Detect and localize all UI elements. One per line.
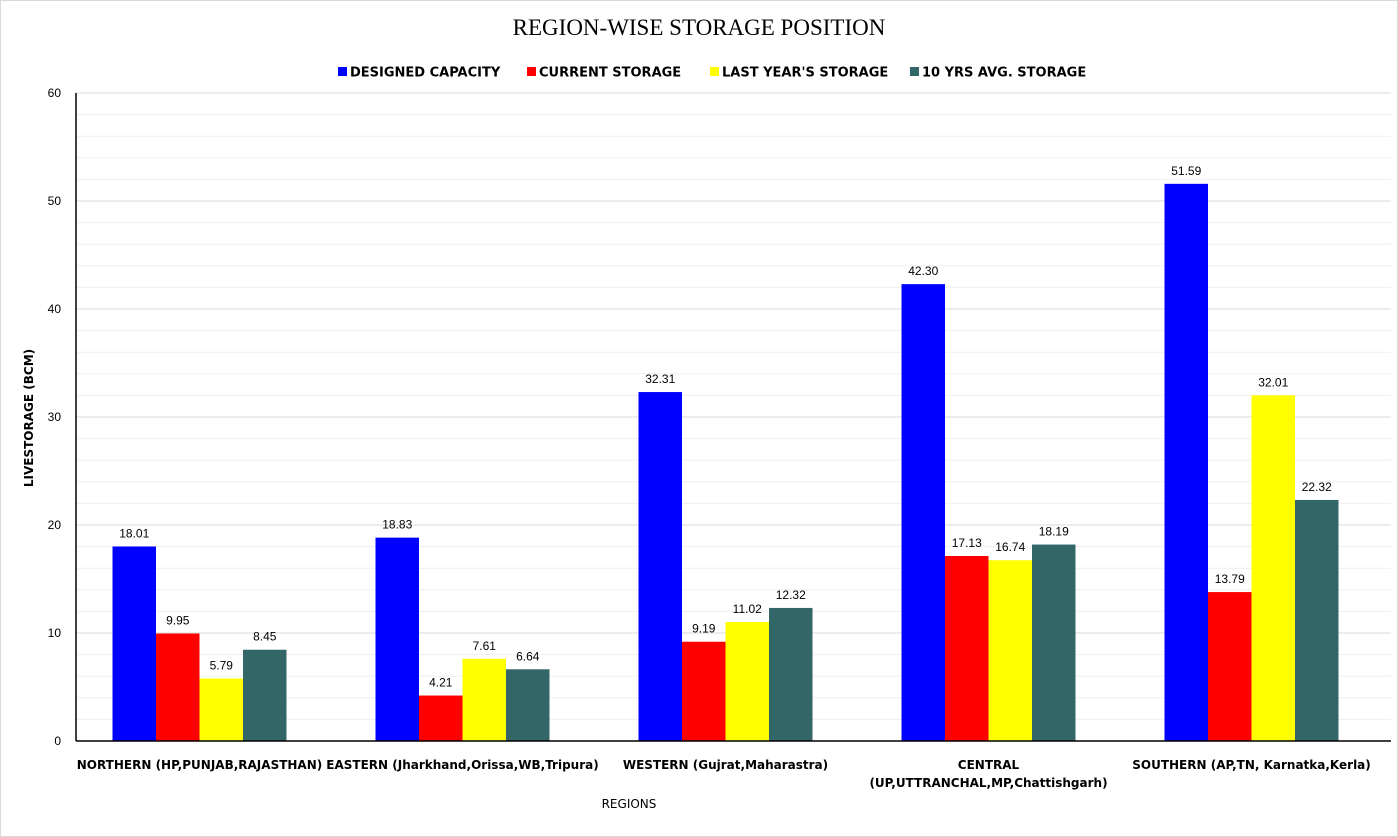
bar — [901, 284, 945, 741]
bar — [1295, 499, 1339, 741]
data-label: 12.32 — [776, 588, 806, 602]
data-label: 17.13 — [952, 536, 982, 550]
bar — [375, 537, 419, 741]
x-category-labels: NORTHERN (HP,PUNJAB,RAJASTHAN) EASTERN (J… — [77, 758, 1371, 790]
bar — [1251, 395, 1295, 741]
data-label: 32.31 — [645, 372, 675, 386]
x-category-label: WESTERN (Gujrat,Maharastra) — [623, 758, 828, 772]
bar — [243, 649, 287, 741]
data-label: 18.19 — [1039, 525, 1069, 539]
data-label: 11.02 — [733, 602, 762, 616]
bar — [1208, 592, 1252, 741]
y-tick-label: 50 — [48, 194, 62, 208]
bar — [945, 555, 989, 741]
legend-label: CURRENT STORAGE — [539, 66, 681, 81]
bar — [682, 641, 726, 741]
legend-label: 10 YRS AVG. STORAGE — [922, 66, 1086, 81]
data-label: 4.21 — [429, 676, 453, 690]
legend-swatch — [527, 67, 536, 76]
x-category-label: EASTERN (Jharkhand,Orissa,WB,Tripura) — [326, 758, 598, 772]
bar — [506, 669, 550, 741]
data-label: 18.83 — [382, 518, 412, 532]
data-label: 13.79 — [1215, 572, 1245, 586]
data-label: 32.01 — [1258, 375, 1288, 389]
data-labels: 18.01 9.95 5.79 8.45 18.83 4.21 7.61 6.64 32.31 9… — [119, 164, 1332, 690]
bar — [725, 621, 769, 741]
data-label: 6.64 — [516, 649, 540, 663]
data-label: 9.19 — [692, 622, 716, 636]
legend-swatch — [710, 67, 719, 76]
x-category-label: CENTRAL — [958, 758, 1020, 772]
y-tick-label: 40 — [48, 302, 62, 316]
data-label: 42.30 — [908, 264, 938, 278]
y-tick-label: 0 — [54, 734, 61, 748]
chart-title: REGION-WISE STORAGE POSITION — [513, 15, 886, 40]
bar — [769, 607, 813, 741]
bar — [419, 695, 463, 741]
legend-swatch — [338, 67, 347, 76]
bar — [112, 546, 156, 741]
bars — [112, 183, 1339, 741]
x-category-label: (UP,UTTRANCHAL,MP,Chattishgarh) — [869, 776, 1107, 790]
x-category-label: SOUTHERN (AP,TN, Karnatka,Kerla) — [1132, 758, 1371, 772]
legend-swatch — [910, 67, 919, 76]
data-label: 5.79 — [210, 658, 234, 672]
y-tick-label: 10 — [48, 626, 62, 640]
bar — [1164, 183, 1208, 741]
bar — [199, 678, 243, 741]
data-label: 51.59 — [1171, 164, 1201, 178]
x-category-label: NORTHERN (HP,PUNJAB,RAJASTHAN) — [77, 758, 323, 772]
y-axis-title: LIVESTORAGE (BCM) — [22, 349, 36, 487]
bar — [988, 560, 1032, 741]
bar — [1032, 544, 1076, 741]
bar — [462, 658, 506, 741]
bar — [638, 392, 682, 741]
data-label: 8.45 — [253, 630, 277, 644]
x-axis-title: REGIONS — [602, 797, 657, 811]
y-tick-label: 60 — [48, 86, 62, 100]
legend-label: LAST YEAR'S STORAGE — [722, 66, 888, 81]
bar — [156, 633, 200, 741]
data-label: 16.74 — [995, 540, 1025, 554]
data-label: 7.61 — [473, 639, 497, 653]
legend-label: DESIGNED CAPACITY — [350, 66, 501, 81]
y-tick-label: 30 — [48, 410, 62, 424]
data-label: 18.01 — [119, 526, 149, 540]
data-label: 22.32 — [1302, 480, 1332, 494]
legend: DESIGNED CAPACITY CURRENT STORAGE LAST YEA… — [338, 66, 1086, 81]
data-label: 9.95 — [166, 614, 190, 628]
axes — [75, 93, 1391, 742]
y-tick-label: 20 — [48, 518, 62, 532]
y-tick-labels: 0 10 20 30 40 50 60 — [48, 86, 62, 748]
